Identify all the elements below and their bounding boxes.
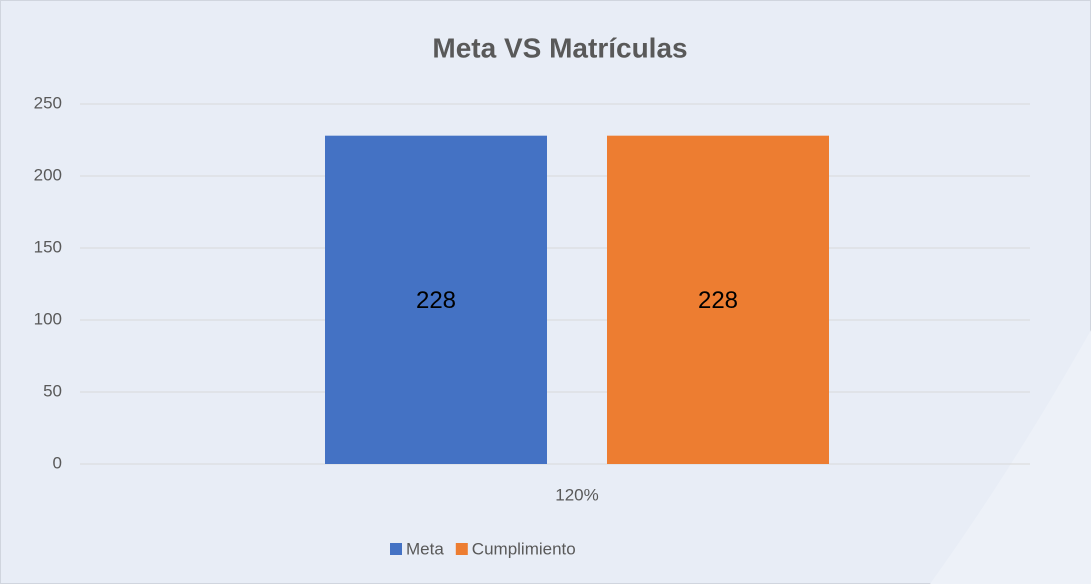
y-tick-label: 0: [53, 453, 62, 472]
y-tick-label: 200: [34, 165, 62, 184]
data-label: 228: [698, 287, 738, 314]
x-tick-label: 120%: [555, 485, 598, 504]
legend-swatch: [390, 543, 402, 555]
legend-swatch: [455, 543, 468, 555]
bar: [607, 135, 829, 464]
background-decoration: [930, 330, 1091, 584]
chart-title: Meta VS Matrículas: [432, 32, 687, 63]
data-label: 228: [416, 287, 456, 314]
bar: [325, 135, 547, 464]
y-tick-label: 50: [43, 381, 62, 400]
y-tick-label: 150: [34, 237, 62, 256]
y-tick-label: 100: [34, 309, 62, 328]
legend-label: Cumplimiento: [472, 539, 576, 558]
y-tick-label: 250: [34, 93, 62, 112]
legend-label: Meta: [406, 539, 444, 558]
